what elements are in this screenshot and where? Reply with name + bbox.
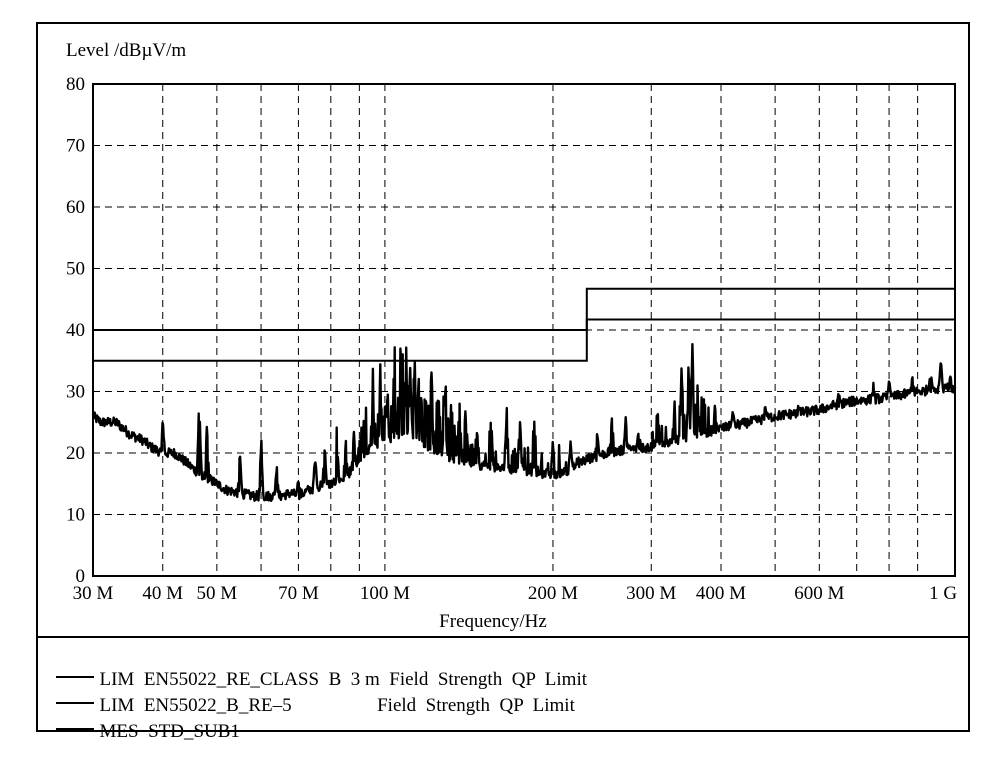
- y-tick-label: 70: [66, 136, 85, 157]
- legend-item-3: MES STD_SUB1: [46, 703, 240, 741]
- legend-swatch: [55, 675, 94, 678]
- y-tick-label: 60: [66, 197, 85, 218]
- x-tick-label: 40 M: [142, 583, 183, 604]
- chart-frame: [36, 22, 970, 732]
- legend-item-1: LIM EN55022_RE_CLASS B 3 m Field Strengt…: [46, 651, 587, 689]
- y-tick-label: 50: [66, 259, 85, 280]
- legend-label: MES STD_SUB1: [99, 721, 240, 742]
- legend-label: LIM EN55022_RE_CLASS B 3 m Field Strengt…: [99, 669, 588, 690]
- y-tick-label: 20: [66, 443, 85, 464]
- x-tick-label: 600 M: [794, 583, 844, 604]
- x-tick-label: 400 M: [696, 583, 746, 604]
- legend-swatch: [55, 701, 94, 704]
- x-axis-label: Frequency/Hz: [439, 611, 547, 632]
- y-tick-label: 10: [66, 505, 85, 526]
- measurement-trace: [91, 343, 957, 502]
- x-tick-label: 100 M: [360, 583, 410, 604]
- legend-label: LIM EN55022_B_RE–5 Field Strength QP Lim…: [99, 695, 575, 716]
- legend-swatch: [55, 727, 94, 730]
- x-tick-label: 30 M: [73, 583, 114, 604]
- limit-line-2: [93, 318, 955, 362]
- x-tick-label: 50 M: [197, 583, 238, 604]
- y-axis-label: Level /dBµV/m: [66, 40, 186, 61]
- legend-divider: [36, 636, 970, 638]
- y-tick-label: 30: [66, 382, 85, 403]
- y-tick-label: 80: [66, 74, 85, 95]
- y-tick-label: 0: [76, 566, 86, 587]
- x-tick-label: 1 G: [929, 583, 957, 604]
- legend-item-2: LIM EN55022_B_RE–5 Field Strength QP Lim…: [46, 677, 575, 715]
- x-tick-label: 200 M: [528, 583, 578, 604]
- x-tick-label: 300 M: [626, 583, 676, 604]
- x-tick-label: 70 M: [278, 583, 319, 604]
- y-tick-label: 40: [66, 320, 85, 341]
- limit-line-1: [93, 287, 955, 331]
- plot-area-border: [92, 83, 956, 577]
